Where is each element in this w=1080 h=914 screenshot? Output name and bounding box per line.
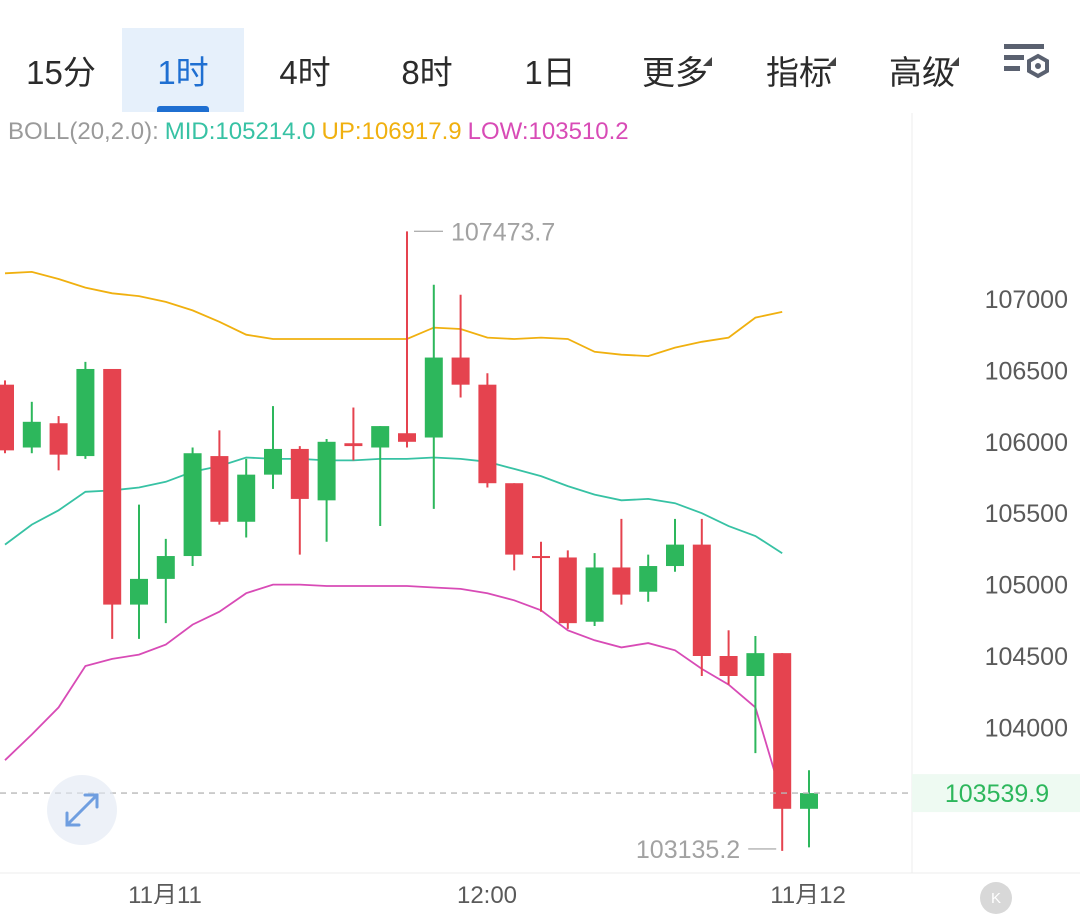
x-tick-label: 11月11 [128,882,202,904]
candle-body [183,453,202,557]
candle-body [666,544,684,567]
candle-body [130,578,148,605]
boll-mid-value: MID:105214.0 [164,118,316,145]
y-tick-label: 106500 [985,357,1068,385]
candle-body [746,653,765,676]
y-tick-label: 105000 [985,572,1068,600]
boll-up-value: UP:106917.9 [321,118,462,145]
timeframe-tab[interactable]: 指标 [738,28,860,112]
candle-body [451,357,470,385]
dropdown-corner-icon [827,57,836,66]
last-price-tag [912,774,1080,813]
candle-body [0,384,14,451]
x-tick-label: 11月12 [770,882,846,904]
timeframe-tab-label: 4时 [279,54,331,91]
last-price-label: 103539.9 [945,780,1049,808]
candle-body [424,357,443,438]
expand-arrows-icon[interactable] [47,775,117,845]
chart-settings-icon[interactable] [1000,40,1056,84]
timeframe-tab[interactable]: 1时 [122,28,244,112]
y-tick-label: 107000 [985,286,1068,314]
boll-mid-line [4,456,783,554]
boll-legend-name: BOLL(20,2.0): [8,118,159,145]
k-badge[interactable]: K [980,882,1012,914]
candle-body [237,474,256,522]
timeframe-toolbar: 15分 1时 4时 8时 1日 更多 指标 高级 [0,0,1080,113]
candle-body [692,544,711,656]
candle-body [532,556,550,559]
timeframe-tab-label: 1时 [157,54,209,91]
y-tick-label: 106000 [985,429,1068,457]
boll-low-value: LOW:103510.2 [467,118,629,145]
candle-body [773,653,792,809]
candle-body [558,557,577,624]
low-price-label: 103135.2 [636,836,740,864]
high-price-label: 107473.7 [451,218,555,246]
candle-body [76,368,95,457]
candle-body [290,448,309,499]
candle-body [505,483,524,555]
timeframe-tab[interactable]: 1日 [488,28,612,112]
candle-body [585,567,604,622]
active-tab-indicator [157,106,209,112]
x-tick-label: 12:00 [457,882,517,904]
timeframe-tab[interactable]: 8时 [366,28,488,112]
candle-body [719,656,738,676]
timeframe-tab-label: 1日 [524,54,576,91]
y-tick-label: 105500 [985,500,1068,528]
y-tick-label: 104500 [985,643,1068,671]
timeframe-tab-label: 指标 [766,46,836,94]
candle-body [398,433,416,442]
timeframe-tab[interactable]: 高级 [860,28,984,112]
timeframe-tab-label: 更多 [642,46,712,94]
candle-body [344,443,363,447]
timeframe-tab-label: 8时 [401,54,453,91]
timeframe-tab-label: 15分 [26,54,96,91]
y-tick-label: 104000 [985,714,1068,742]
candle-body [103,368,122,605]
dropdown-corner-icon [703,57,712,66]
candle-body [22,421,41,448]
candle-body [800,793,818,809]
candle-body [49,423,68,455]
candle-body [612,567,631,595]
dropdown-corner-icon [950,57,959,66]
timeframe-tab[interactable]: 15分 [0,28,122,112]
candle-body [478,384,497,484]
candle-body [371,426,390,448]
timeframe-tab[interactable]: 更多 [612,28,738,112]
timeframe-tab-label: 高级 [889,46,959,94]
boll-low-line [4,583,784,798]
candle-body [639,566,658,592]
candle-body [264,448,282,475]
boll-up-line [4,270,783,358]
boll-legend: BOLL(20,2.0): MID:105214.0 UP:106917.9 LOW:… [8,118,635,146]
timeframe-tab[interactable]: 4时 [244,28,366,112]
candle-body [210,456,229,522]
candle-body [317,441,336,501]
candle-body [156,556,175,579]
candlestick-chart[interactable]: 107000 106500 106000 105500 105000 104500 1040… [0,113,1080,904]
